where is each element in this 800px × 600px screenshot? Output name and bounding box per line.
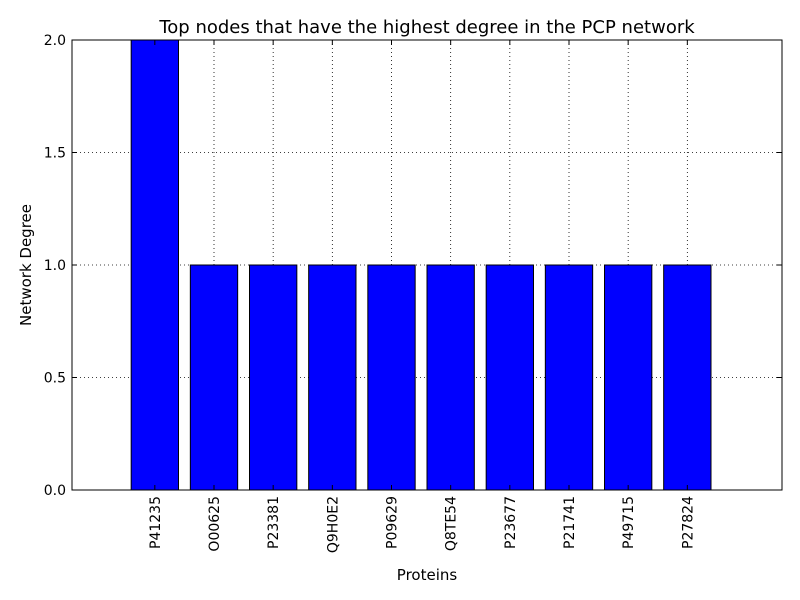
y-tick-label: 2.0 (44, 33, 66, 49)
y-tick-label: 0.5 (44, 371, 66, 387)
x-tick-label: Q9H0E2 (325, 496, 341, 553)
x-tick-label: P09629 (385, 496, 401, 549)
y-tick-label: 0.0 (44, 483, 66, 499)
bars (130, 39, 712, 491)
bar-q9h0e2 (308, 264, 357, 491)
x-tick-label: O00625 (207, 496, 223, 552)
bar-p23677 (485, 264, 534, 491)
x-tick-label: P21741 (562, 496, 578, 549)
bar-p41235 (130, 39, 180, 491)
bar-q8te54 (426, 264, 475, 491)
bar-p49715 (604, 264, 653, 491)
y-tick-label: 1.5 (44, 146, 66, 162)
chart-title: Top nodes that have the highest degree i… (158, 17, 695, 38)
x-tick-label: P49715 (621, 496, 637, 549)
tick-labels: 0.0 0.5 1.0 1.5 2.0 P41235 O00625 P23381 Q9H0E2 P… (44, 33, 697, 553)
axis-ticks (72, 39, 782, 491)
x-tick-label: P23381 (266, 496, 282, 549)
x-axis-label: Proteins (397, 566, 458, 584)
x-tick-label: P41235 (148, 496, 164, 549)
bar-p21741 (544, 264, 594, 491)
x-tick-label: Q8TE54 (444, 496, 460, 551)
x-tick-label: P27824 (680, 496, 696, 549)
bar-p09629 (367, 264, 416, 491)
bar-p27824 (663, 264, 712, 491)
bar-p23381 (249, 264, 298, 491)
x-tick-label: P23677 (503, 496, 519, 549)
y-tick-label: 1.0 (44, 258, 66, 274)
bar-o00625 (189, 264, 239, 491)
y-axis-label: Network Degree (17, 204, 35, 326)
